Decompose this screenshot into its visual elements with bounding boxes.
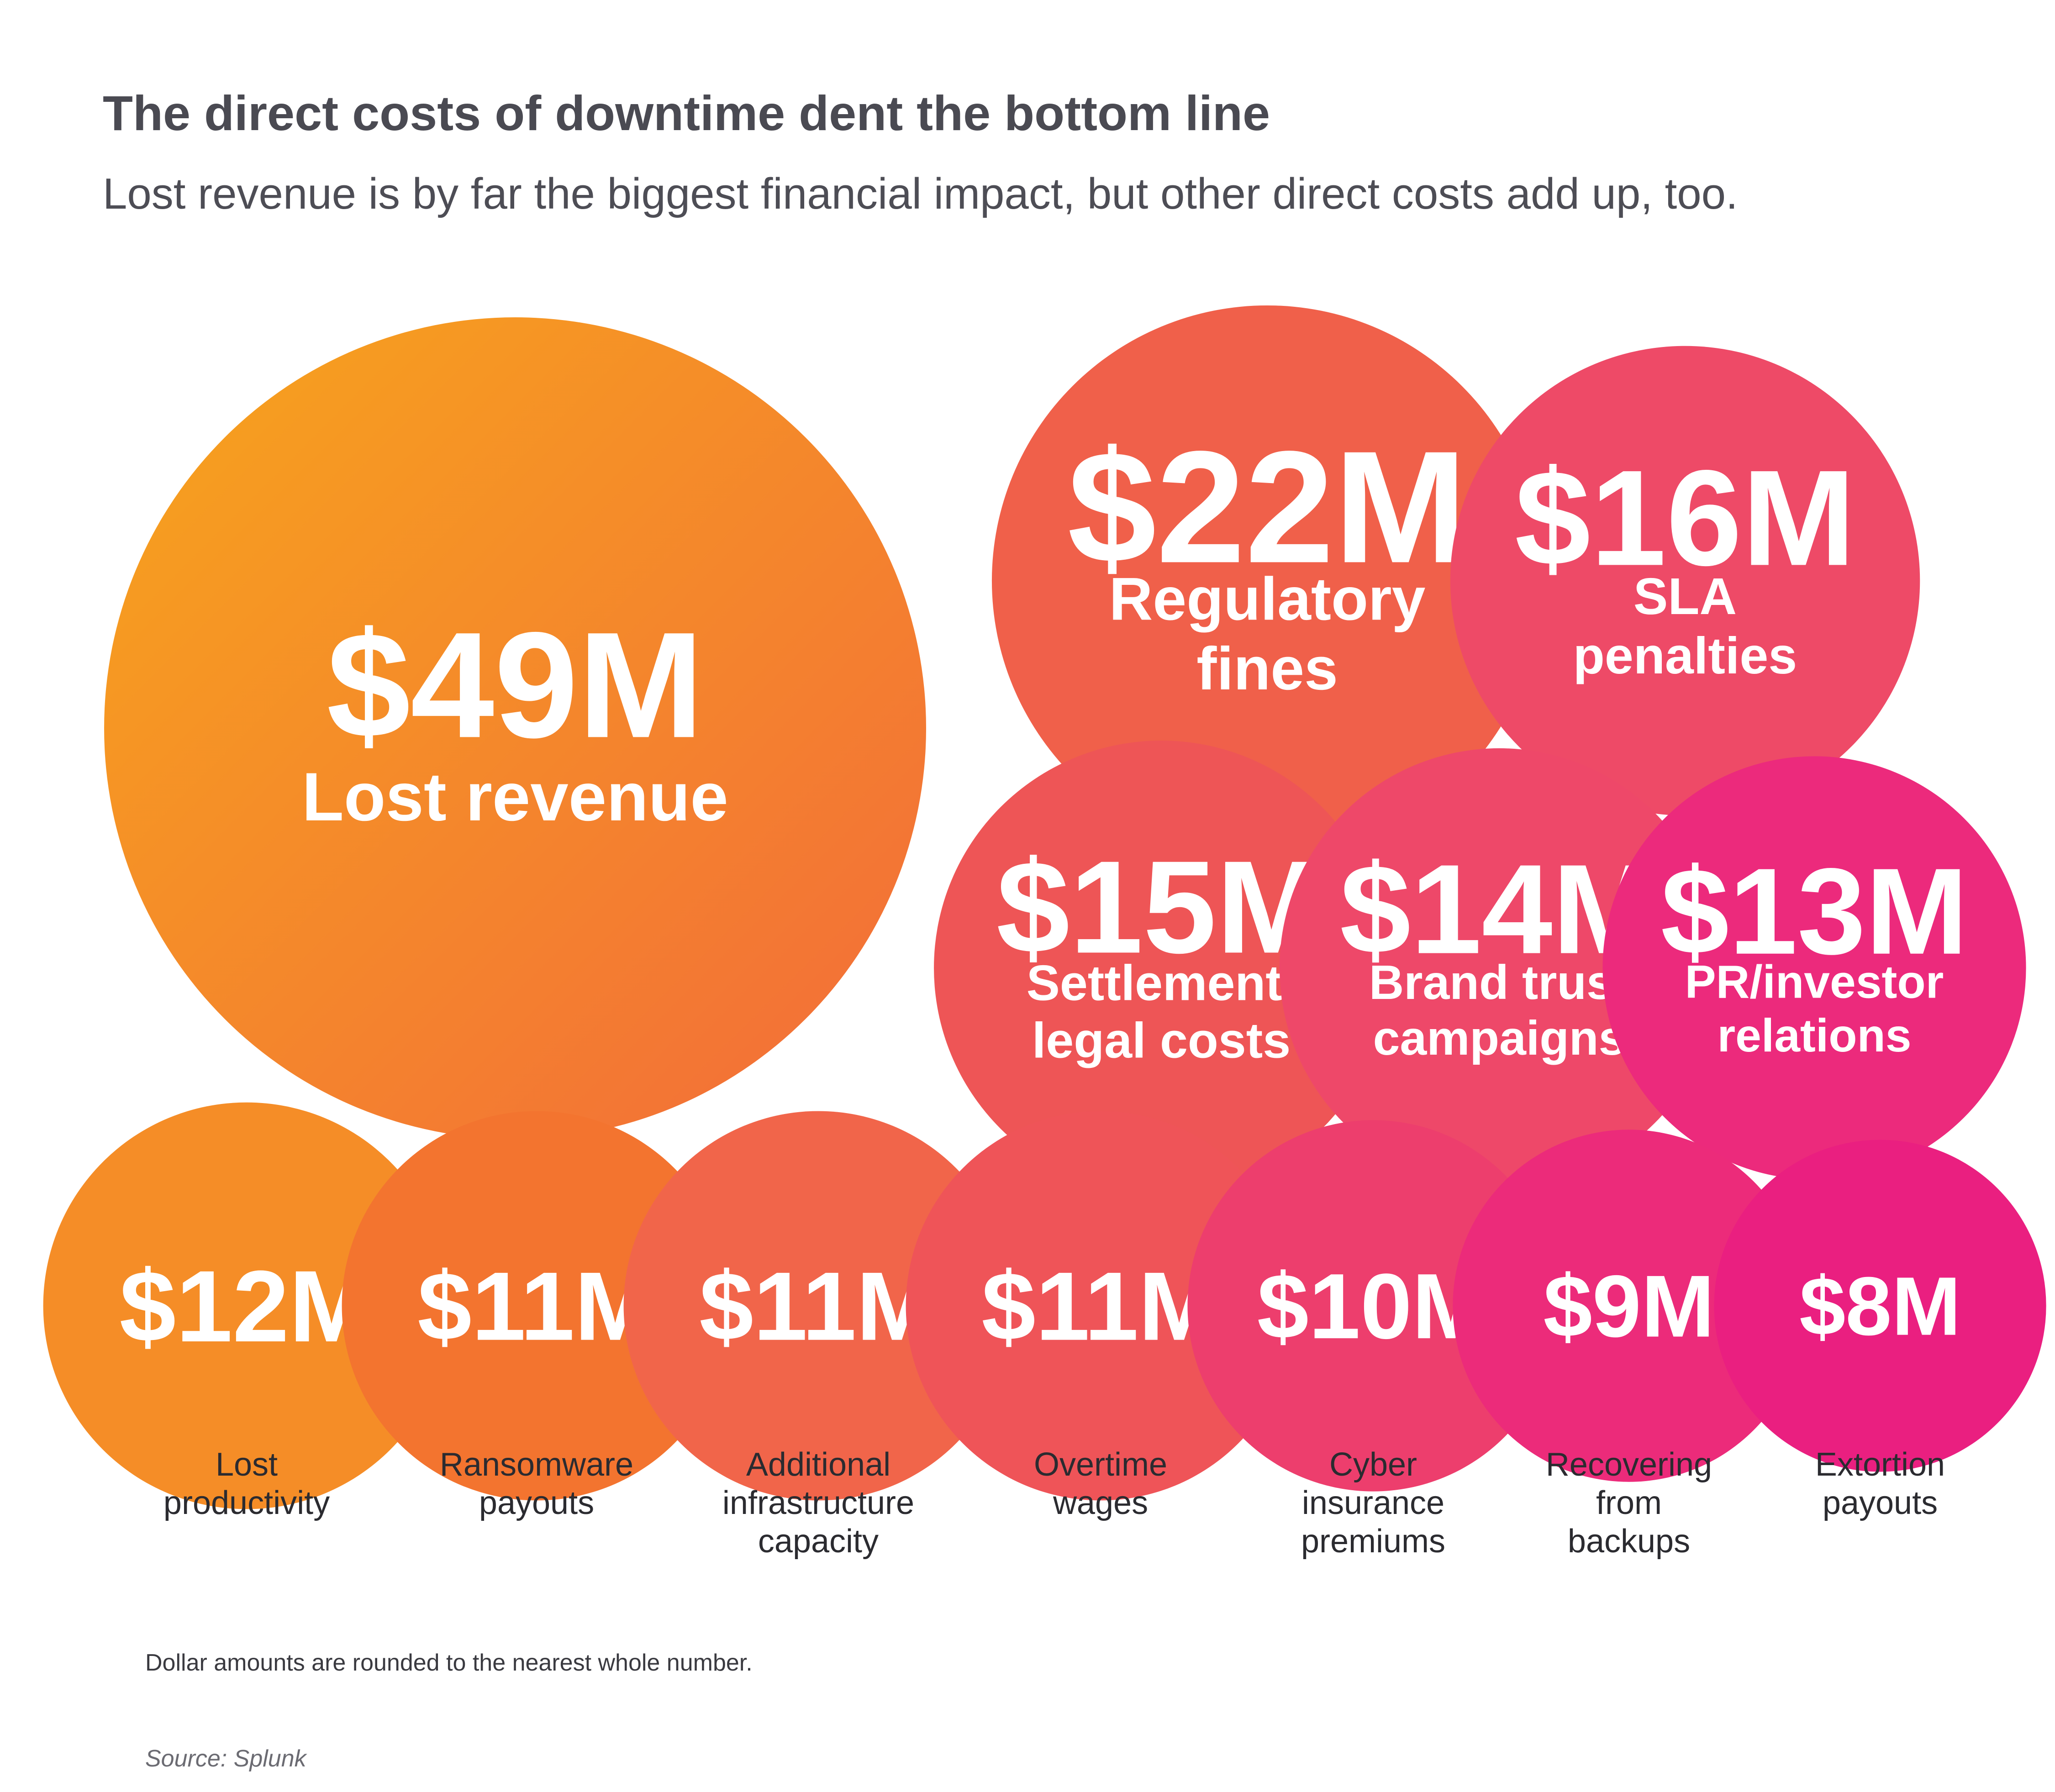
bubble-value: $11M [417,1252,656,1361]
bubble-label: penalties [1573,627,1797,684]
bubble-label: Recovering [1546,1446,1712,1483]
bubble-label: Cyber [1329,1446,1417,1483]
bubble [1187,1120,1559,1492]
bubble-label: Additional [746,1446,890,1483]
bubble-value: $16M [1515,442,1855,594]
bubble-label: capacity [758,1523,879,1560]
bubble-value: $49M [327,600,703,769]
chart-subtitle: Lost revenue is by far the biggest finan… [103,169,1738,218]
bubble-value: $15M [996,834,1326,981]
bubble-label: Extortion [1815,1446,1945,1483]
bubble-value: $11M [981,1252,1220,1361]
bubble-label: Regulatory [1109,565,1426,633]
source-note: Source: Splunk [145,1745,306,1772]
bubble-label: Lost [216,1446,278,1483]
bubble-value: $11M [699,1252,938,1361]
bubble-label: from [1596,1485,1662,1521]
bubble-label: wages [1053,1485,1148,1521]
bubble [991,305,1543,857]
bubble-label: payouts [479,1485,594,1521]
bubble-value: $10M [1257,1255,1489,1358]
bubble [906,1111,1296,1501]
bubble [1279,748,1719,1188]
bubble [1714,1140,2046,1472]
bubble-label: legal costs [1032,1013,1291,1068]
bubble [934,741,1389,1195]
bubble-label: Brand trust [1369,956,1629,1009]
bubble-value: $9M [1543,1257,1714,1356]
bubble-value: $8M [1799,1260,1961,1353]
bubble-label: Settlement/ [1027,956,1296,1011]
bubble [43,1102,450,1509]
bubble [1450,346,1920,816]
footnote: Dollar amounts are rounded to the neares… [145,1650,753,1676]
bubble-label: premiums [1301,1523,1445,1560]
bubble-value: $13M [1661,843,1968,980]
bubble [623,1111,1013,1501]
bubble-label: Lost revenue [302,758,728,835]
bubble-label: SLA [1633,568,1737,625]
bubble [342,1111,732,1501]
bubble [1602,756,2026,1180]
bubble-value: $22M [1068,418,1467,596]
bubble-value: $12M [119,1250,374,1363]
bubble-label: campaigns [1373,1011,1626,1065]
bubble-label: Overtime [1034,1446,1167,1483]
bubble-label: payouts [1823,1485,1938,1521]
bubble [1453,1130,1805,1482]
bubble-label: backups [1568,1523,1690,1560]
chart-title: The direct costs of downtime dent the bo… [103,85,1270,141]
bubble-label: relations [1717,1009,1911,1062]
bubble-label: productivity [163,1485,330,1521]
bubble-label: infrastructure [722,1485,914,1521]
bubble-label: PR/investor [1685,956,1944,1008]
bubble-label: Ransomware [440,1446,633,1483]
bubble-label: insurance [1302,1485,1444,1521]
bubble [104,317,926,1139]
bubble-label: fines [1196,635,1338,703]
